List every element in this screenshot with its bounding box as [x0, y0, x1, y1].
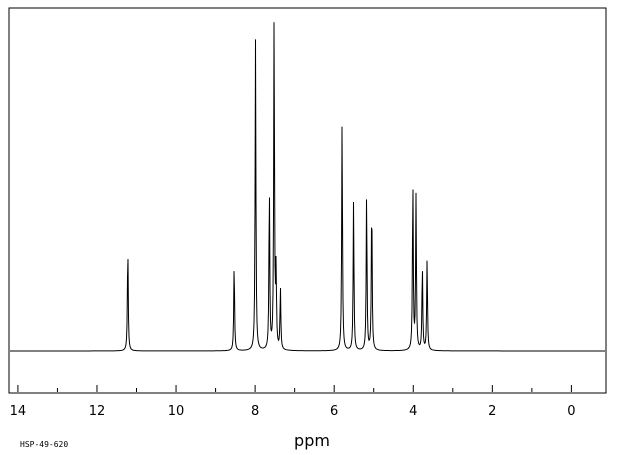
x-tick-label: 12 [89, 404, 106, 419]
x-tick-label: 6 [330, 404, 338, 419]
x-axis-tick-labels: 14 12 10 8 6 4 2 0 [10, 404, 576, 419]
x-tick-label: 2 [488, 404, 496, 419]
x-axis-ticks [17, 385, 572, 392]
x-tick-label: 4 [409, 404, 417, 419]
x-tick-label: 14 [10, 404, 27, 419]
x-tick-label: 8 [251, 404, 259, 419]
x-axis-title: ppm [294, 431, 330, 450]
plot-frame [8, 7, 607, 394]
x-tick-label: 10 [168, 404, 185, 419]
x-tick-label: 0 [567, 404, 575, 419]
spectrum-code-label: HSP-49-620 [20, 440, 68, 449]
spectrum-trace [10, 22, 605, 352]
